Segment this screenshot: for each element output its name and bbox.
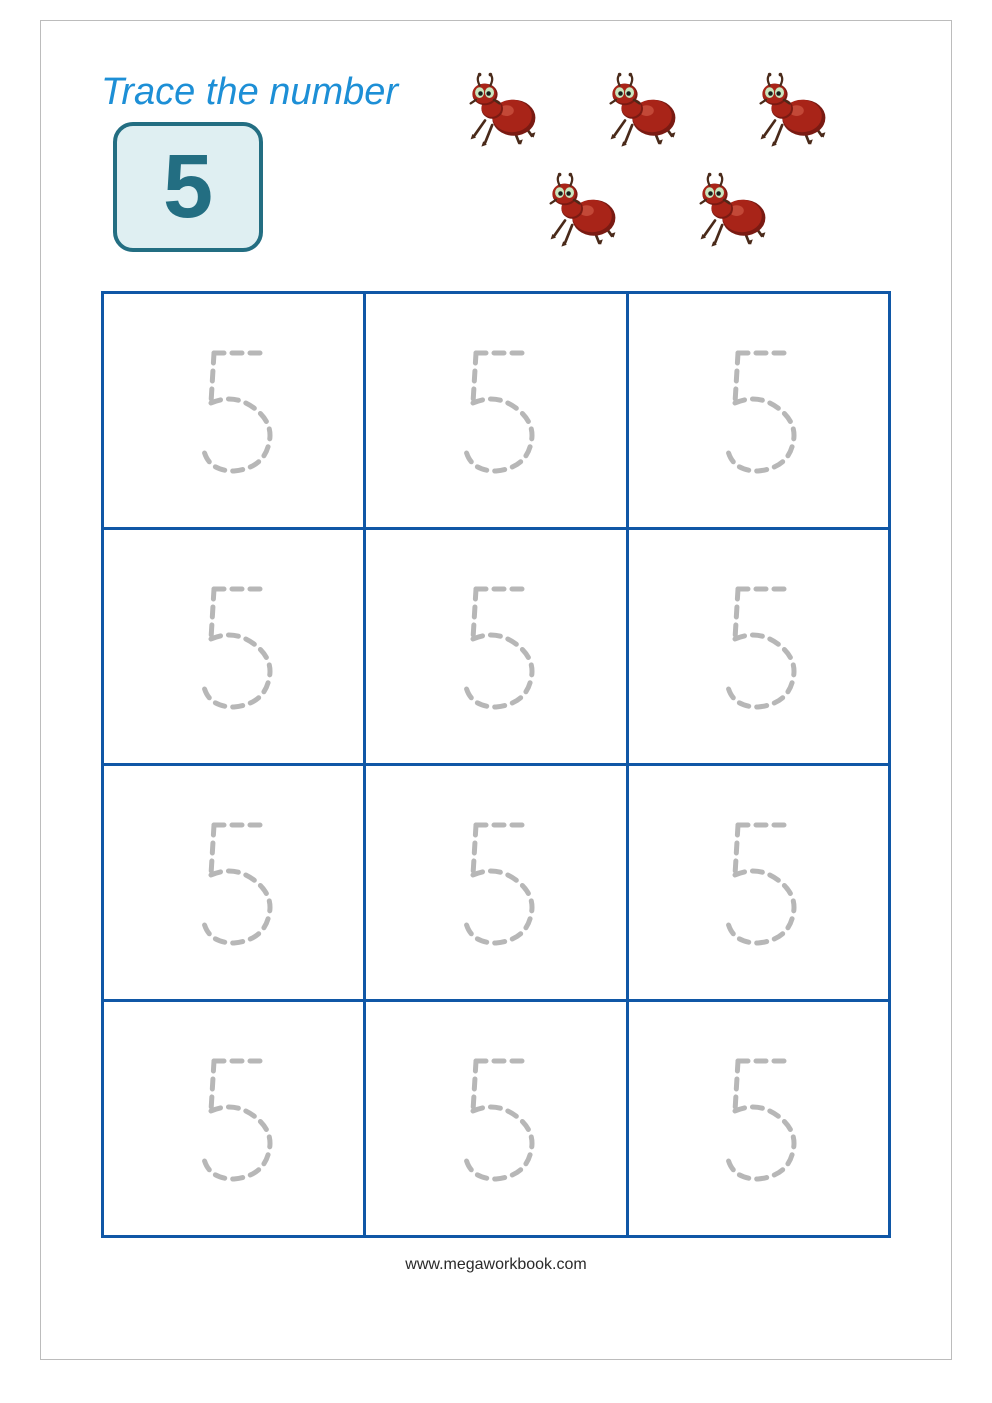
grid-row [103, 1001, 890, 1237]
grid-cell [365, 529, 627, 765]
ant [598, 71, 688, 166]
number-box: 5 [113, 122, 263, 252]
grid-row [103, 529, 890, 765]
footer-url: www.megaworkbook.com [101, 1256, 891, 1274]
grid-cell [103, 529, 365, 765]
header: Trace the number 5 [101, 71, 891, 261]
ant-icon [688, 171, 778, 261]
grid-cell [365, 765, 627, 1001]
grid-cell [103, 293, 365, 529]
trace-number-five [179, 569, 289, 719]
ants-illustration [418, 71, 891, 261]
grid-row [103, 293, 890, 529]
trace-number-five [179, 1041, 289, 1191]
trace-number-five [703, 1041, 813, 1191]
target-number: 5 [163, 136, 213, 239]
ant-icon [458, 71, 548, 161]
ant-icon [748, 71, 838, 161]
worksheet-page: Trace the number 5 [40, 20, 952, 1360]
trace-number-five [179, 805, 289, 955]
ant-icon [538, 171, 628, 261]
ant [538, 171, 628, 266]
trace-number-five [179, 333, 289, 483]
grid-cell [627, 529, 889, 765]
ant [458, 71, 548, 166]
grid-row [103, 765, 890, 1001]
trace-number-five [441, 569, 551, 719]
trace-number-five [441, 333, 551, 483]
tracing-grid [101, 291, 891, 1238]
trace-number-five [441, 1041, 551, 1191]
worksheet-title: Trace the number [101, 71, 398, 114]
ant [688, 171, 778, 266]
grid-cell [103, 1001, 365, 1237]
trace-number-five [703, 805, 813, 955]
trace-number-five [703, 333, 813, 483]
grid-cell [365, 293, 627, 529]
ant-icon [598, 71, 688, 161]
trace-number-five [703, 569, 813, 719]
grid-cell [627, 765, 889, 1001]
grid-cell [627, 1001, 889, 1237]
trace-number-five [441, 805, 551, 955]
ant [748, 71, 838, 166]
title-block: Trace the number 5 [101, 71, 398, 252]
grid-cell [365, 1001, 627, 1237]
grid-cell [627, 293, 889, 529]
grid-cell [103, 765, 365, 1001]
